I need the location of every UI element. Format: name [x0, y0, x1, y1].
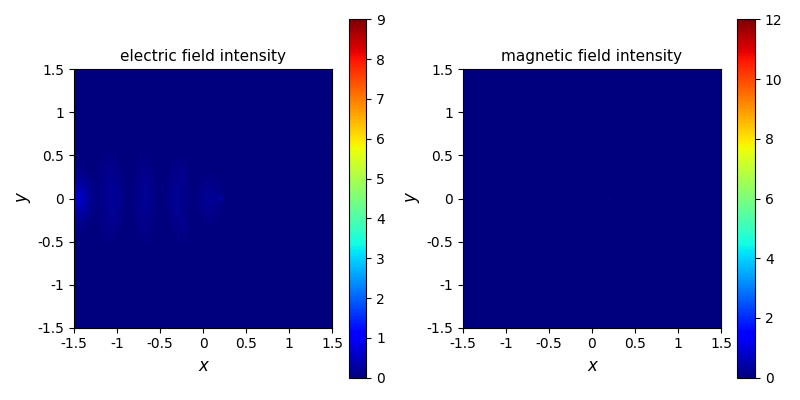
Y-axis label: y: y — [402, 194, 421, 204]
X-axis label: x: x — [587, 357, 597, 375]
Title: electric field intensity: electric field intensity — [120, 49, 286, 64]
Title: magnetic field intensity: magnetic field intensity — [502, 49, 682, 64]
Y-axis label: y: y — [14, 194, 32, 204]
X-axis label: x: x — [198, 357, 208, 375]
